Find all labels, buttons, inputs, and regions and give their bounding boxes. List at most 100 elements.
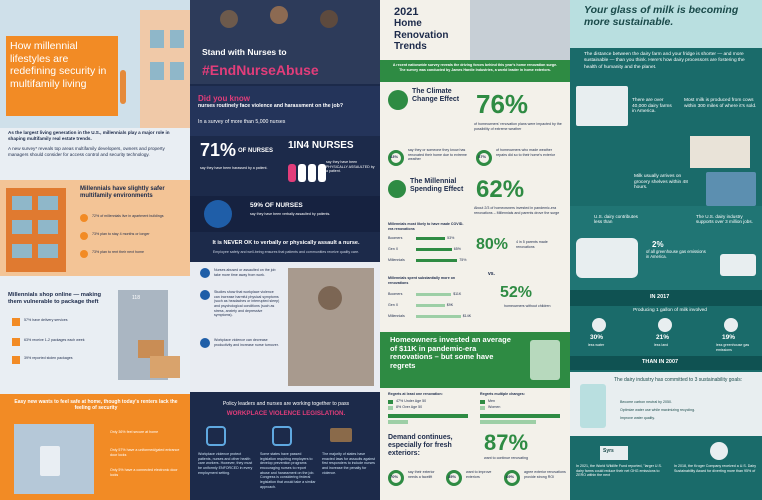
regret-bar	[388, 414, 468, 418]
fact-icon	[200, 338, 210, 348]
legend-swatch	[480, 400, 485, 404]
shelves-text: Milk usually arrives on grocery shelves …	[634, 174, 688, 191]
milk-cows-text: Most milk is produced from cows within 3…	[684, 98, 757, 109]
invest-heading: Homeowners invested an average of $11K i…	[390, 335, 511, 370]
package-icon	[12, 338, 20, 346]
saving-pct-1: 30%	[590, 334, 604, 341]
stat-87-text: want to continue renovating	[484, 456, 528, 460]
window	[38, 220, 58, 234]
spent-bar	[416, 293, 452, 296]
stat-icon	[80, 232, 88, 240]
kroger-text: In 2018, the Kroger Company received a U…	[674, 464, 757, 473]
emissions-text: U.S. dairy contributes less than	[594, 214, 638, 225]
barn-icon	[576, 86, 628, 126]
millennial-heading: The Millennial Spending Effect	[410, 178, 464, 194]
bottom-text-1: say their exterior needs a facelift	[408, 470, 435, 479]
gen-bar-value: 75%	[459, 258, 467, 262]
stat-52-text: homeowners without children	[504, 304, 551, 308]
intro-text: As the largest living generation in the …	[8, 130, 170, 141]
pct-57: 57%	[478, 154, 487, 159]
footer-stat-3: Only 5% have a connected electronic door…	[110, 468, 178, 477]
saving-text-3: less greenhouse gas emissions	[716, 343, 750, 352]
brand-name: Syrs	[603, 448, 614, 454]
bottom-pct-1: 70%	[390, 474, 399, 479]
bottom-text-3: agree exterior renovations provide stron…	[524, 470, 566, 479]
bottom-col-1: Workplace violence protect patients, nur…	[198, 452, 253, 475]
legend-swatch	[388, 406, 393, 410]
fact-3: Workplace violence can decrease producti…	[214, 338, 279, 347]
milk-carton-icon	[580, 384, 606, 428]
intro-text: The distance between the dairy farm and …	[584, 52, 745, 70]
saving-pct-2: 21%	[656, 334, 670, 341]
goal-2: Optimize water use while maximizing recy…	[620, 408, 696, 412]
gen-bar-label: Millennials	[388, 258, 405, 262]
spent-bar-label: Millennials	[388, 314, 405, 318]
window	[170, 62, 184, 80]
law-book-icon	[272, 426, 292, 446]
regret-bar	[388, 420, 408, 424]
spent-bar-value: $14K	[462, 314, 472, 318]
fact-icon	[200, 268, 210, 278]
window	[38, 196, 58, 210]
stat-1in4: 1IN4 NURSES	[288, 140, 354, 151]
gen-bar	[416, 259, 458, 262]
window	[12, 244, 32, 258]
saving-pct-3: 19%	[722, 334, 736, 341]
person-figure	[120, 70, 126, 104]
truck-icon	[706, 172, 756, 206]
panel-home-renovation: 2021 Home Renovation Trends A recent nat…	[380, 0, 570, 500]
window	[150, 62, 164, 80]
stat-59: 59% OF NURSES	[250, 202, 303, 209]
legend-swatch	[388, 400, 393, 404]
donut-35	[446, 470, 462, 486]
climate-icon	[388, 90, 408, 110]
than-2007: THAN IN 2007	[642, 359, 679, 365]
gen-bar-label: Boomers	[388, 236, 403, 240]
footer-heading: Easy new wants to feel safe at home, tho…	[14, 399, 178, 411]
stat-1in4-text: say they have been PHYSICALLY ASSAULTED …	[326, 160, 375, 174]
paint-bucket-icon	[530, 340, 560, 380]
donut-57	[476, 150, 492, 166]
policy-text: Policy leaders and nurses are working to…	[222, 401, 350, 407]
package-box	[138, 340, 164, 358]
bottom-pct-2: 35%	[448, 474, 457, 479]
donut-43	[388, 150, 404, 166]
stat-icon	[80, 250, 88, 258]
safe-stat-3: 73% plan to rent their next home	[92, 250, 144, 254]
panel-milk-sustainability: Your glass of milk is becoming more sust…	[570, 0, 762, 500]
pct-43-text: say they or someone they know has renova…	[408, 148, 467, 162]
header-band	[570, 0, 762, 48]
jobs-text: The U.S. dairy industry supports over 3 …	[696, 214, 753, 225]
page-title: Your glass of milk is becoming more sust…	[584, 4, 739, 29]
demand-heading: Demand continues, especially for fresh e…	[388, 434, 453, 458]
intro-band	[380, 60, 570, 82]
award-icon	[710, 442, 728, 460]
stat-71-text: say they have been harassed by a patient…	[200, 166, 268, 170]
lock-icon	[40, 446, 60, 476]
cow-icon	[690, 136, 750, 168]
wwf-text: In 2021, the World Wildlife Fund reporte…	[576, 464, 662, 478]
year-band	[570, 290, 762, 306]
year: 2021	[394, 6, 419, 18]
regret-legend-1: 47% Under Age 50	[396, 399, 427, 403]
donut-69	[504, 470, 520, 486]
window	[170, 30, 184, 48]
saving-text-2: less land	[654, 343, 669, 347]
title-small: Stand with Nurses to	[202, 47, 287, 57]
spent-bar-label: Gen X	[388, 303, 399, 307]
package-icon	[12, 356, 20, 364]
stat-62-text: About 2/3 of homeowners invested in pand…	[474, 206, 560, 215]
nurse-figure-icon	[318, 164, 326, 182]
did-you-know-section	[190, 86, 380, 136]
goal-1: Become carbon neutral by 2050.	[620, 400, 672, 404]
gen-bar-label: Gen X	[388, 247, 399, 251]
gavel-icon	[330, 428, 352, 442]
emissions-pct-text: of all greenhouse gas emissions in Ameri…	[646, 249, 706, 259]
dyk-text: nurses routinely face violence and haras…	[198, 103, 343, 109]
pct-43: 43%	[390, 154, 399, 159]
page-title: How millennial lifestyles are redefining…	[10, 40, 107, 90]
regret-legend2-2: Women	[488, 405, 501, 409]
bottom-pct-3: 69%	[506, 474, 515, 479]
bottom-col-2: Some states have passed legislation requ…	[260, 452, 316, 489]
brand-logo	[600, 446, 628, 460]
